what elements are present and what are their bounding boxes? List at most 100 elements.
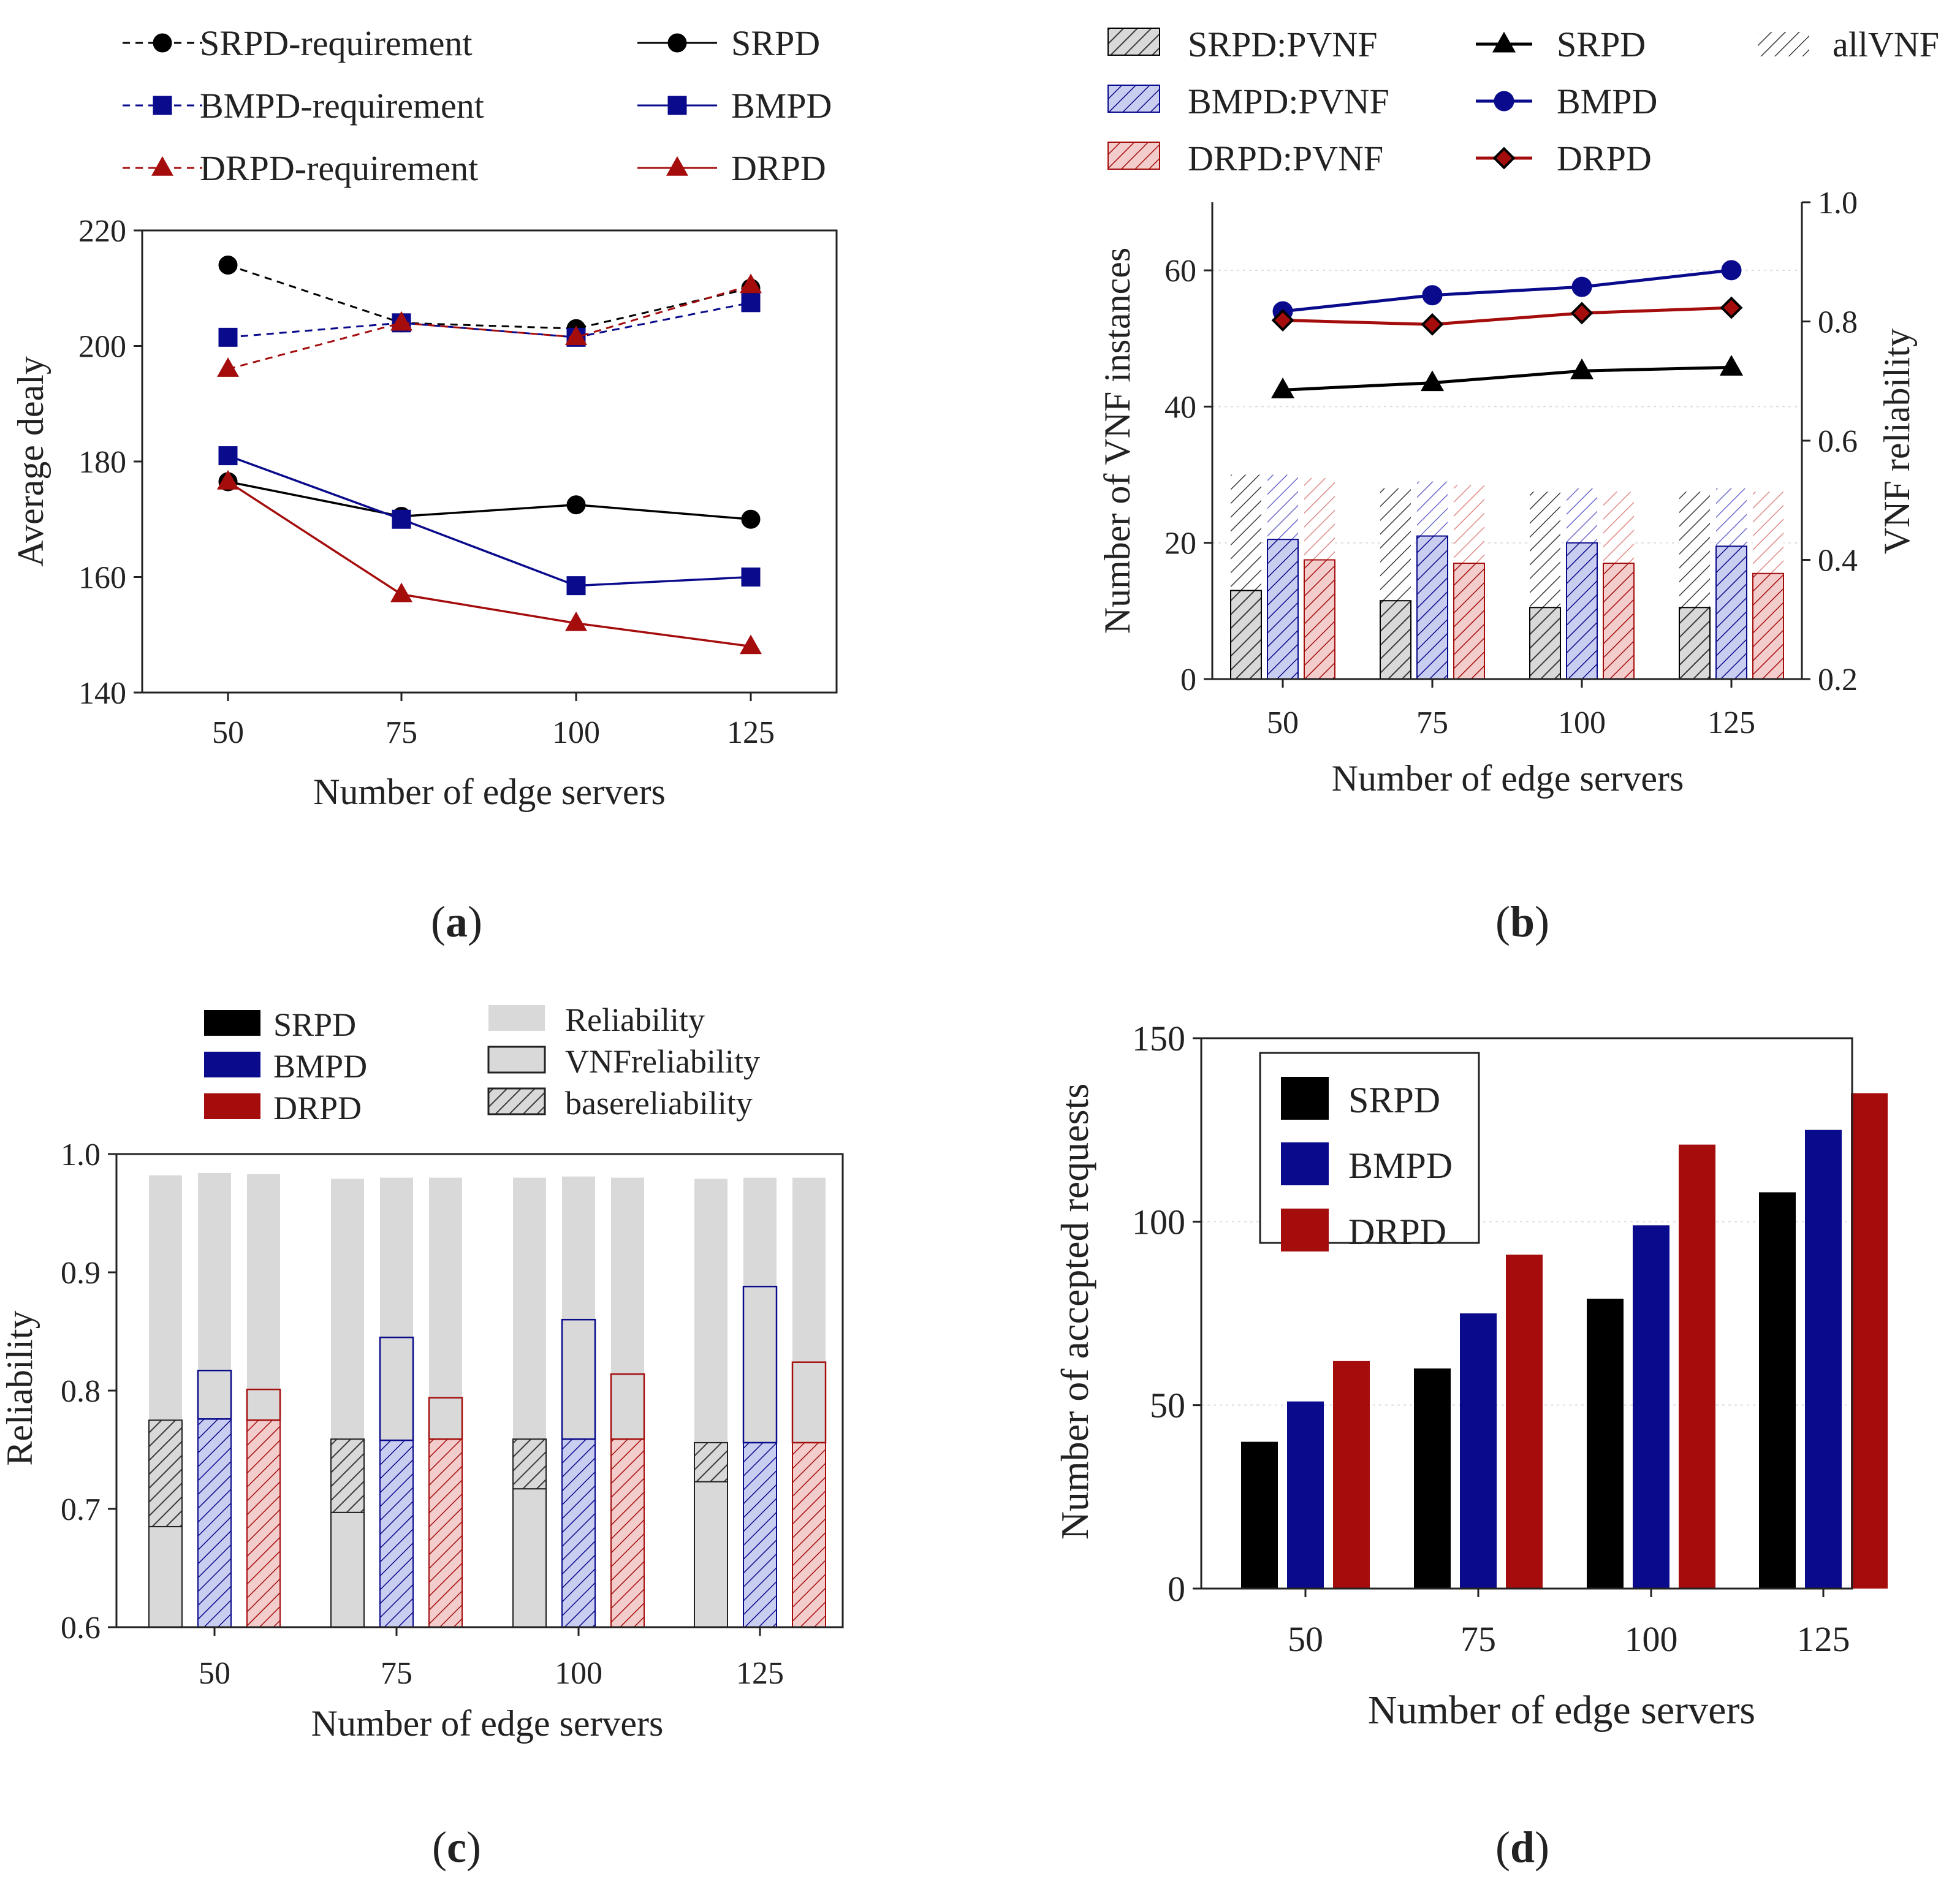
data-point-DRPD-requirement	[740, 273, 762, 294]
legend-marker	[666, 156, 688, 176]
legend-marker	[1492, 31, 1516, 53]
bar-SRPD	[1414, 1368, 1451, 1589]
x-tick-label: 100	[552, 715, 600, 750]
data-point-SRPD	[1420, 370, 1445, 392]
data-point-DRPD	[1421, 313, 1444, 336]
bar-vnfreliability-SRPD	[330, 1511, 365, 1628]
x-tick-label: 100	[1558, 705, 1606, 740]
legend-label: SRPD	[273, 1006, 356, 1043]
y-tick-label: 200	[78, 330, 126, 365]
bar-basereliability-BMPD	[743, 1441, 777, 1628]
panel-caption: (b)	[1495, 897, 1549, 946]
plot-frame	[1200, 1037, 1853, 1590]
legend-swatch	[1281, 1077, 1329, 1120]
legend-swatch	[204, 1052, 260, 1077]
x-axis-label: Number of edge servers	[313, 772, 666, 812]
bar-basereliability-BMPD	[561, 1438, 596, 1628]
series-line-SRPD	[1282, 365, 1732, 392]
data-point-SRPD	[1271, 378, 1295, 398]
x-tick-label: 125	[1797, 1619, 1850, 1659]
data-point-DRPD	[740, 634, 762, 655]
x-tick-label: 75	[1461, 1619, 1496, 1659]
data-point-DRPD	[565, 611, 587, 631]
y-tick-label: 150	[1132, 1019, 1185, 1058]
y-axis-label: Average dealy	[10, 356, 51, 567]
data-point-BMPD	[1721, 260, 1742, 281]
data-point-DRPD-requirement	[565, 325, 587, 346]
legend-label: DRPD	[731, 148, 826, 188]
x-tick-label: 75	[386, 715, 417, 750]
legend-label: DRPD	[1557, 139, 1652, 178]
x-tick-label: 50	[1288, 1619, 1323, 1659]
y-tick-label: 220	[78, 214, 126, 249]
legend-marker	[1492, 146, 1516, 170]
data-point-DRPD-requirement	[390, 311, 412, 331]
legend-swatch	[204, 1010, 260, 1036]
bar-vnfreliability-SRPD	[148, 1525, 183, 1628]
x-axis-label: Number of edge servers	[1332, 758, 1684, 799]
legend-label: SRPD:PVNF	[1188, 25, 1377, 64]
y-tick-label: 40	[1164, 390, 1196, 425]
legend-swatch	[1281, 1209, 1329, 1251]
series-line-BMPD-requirement	[227, 302, 751, 338]
bar-vnfreliability-DRPD	[246, 1388, 281, 1421]
bar-basereliability-BMPD	[197, 1418, 232, 1628]
bar-DRPD:PVNF	[1603, 563, 1635, 680]
bar-vnfreliability-BMPD	[379, 1336, 414, 1441]
bar-BMPD:PVNF	[1715, 545, 1747, 680]
bar-DRPD	[1679, 1144, 1715, 1589]
legend-label: SRPD-requirement	[200, 23, 473, 63]
y-tick-label: 0.9	[61, 1256, 101, 1291]
bar-basereliability-DRPD	[428, 1438, 463, 1628]
series-line-SRPD-requirement	[227, 264, 751, 330]
y-tick-label: 0.8	[61, 1374, 101, 1409]
bar-DRPD:PVNF	[1752, 572, 1784, 680]
bar-vnfreliability-BMPD	[742, 1285, 778, 1444]
series-line-DRPD	[1282, 306, 1732, 326]
legend-swatch	[487, 1046, 546, 1074]
bar-SRPD:PVNF	[1679, 607, 1711, 680]
bar-basereliability-BMPD	[379, 1440, 414, 1628]
x-axis-label: Number of edge servers	[311, 1703, 664, 1744]
y-tick-label: 0.6	[61, 1611, 101, 1646]
bar-vnfreliability-SRPD	[512, 1488, 547, 1628]
panel-caption: (d)	[1495, 1823, 1549, 1872]
legend-label: BMPD	[273, 1048, 367, 1085]
bar-SRPD	[1587, 1299, 1624, 1589]
y-tick-label: 60	[1164, 254, 1196, 289]
y2-tick-label: 1.0	[1818, 186, 1858, 221]
bar-basereliability-DRPD	[246, 1419, 281, 1628]
legend-label: DRPD-requirement	[200, 148, 478, 188]
data-point-BMPD	[218, 446, 238, 466]
data-point-DRPD-requirement	[217, 357, 239, 377]
legend-label: SRPD	[731, 23, 820, 63]
y-tick-label: 100	[1132, 1202, 1185, 1242]
panel-b: 0 20 40 60 0.2 0.4 0.6 0.8 1.0 50 75 100 125 Number o…	[1097, 25, 1939, 946]
bar-BMPD	[1633, 1225, 1669, 1589]
panel-caption: (c)	[432, 1823, 481, 1872]
x-tick-label: 50	[212, 715, 244, 750]
bar-BMPD:PVNF	[1267, 539, 1299, 680]
legend-swatch	[1107, 142, 1160, 170]
bar-DRPD	[1333, 1361, 1370, 1589]
y-tick-label: 0.7	[61, 1492, 101, 1527]
data-point-BMPD	[1422, 285, 1443, 306]
y-axis-label: Number of accepted requests	[1053, 1084, 1096, 1540]
bar-SRPD	[1241, 1441, 1278, 1589]
x-tick-label: 50	[199, 1656, 230, 1691]
y-tick-label: 160	[78, 561, 126, 596]
bar-DRPD:PVNF	[1304, 559, 1335, 680]
data-point-BMPD-requirement	[218, 327, 238, 347]
y2-tick-label: 0.4	[1818, 544, 1858, 579]
legend-marker	[151, 156, 173, 176]
data-point-SRPD	[1719, 355, 1744, 376]
series-line-DRPD-requirement	[227, 284, 751, 370]
y-axis-label: Number of VNF instances	[1097, 248, 1138, 634]
legend-label: DRPD:PVNF	[1188, 139, 1383, 178]
legend-label: VNFreliability	[565, 1043, 760, 1080]
legend-label: SRPD	[1557, 25, 1646, 64]
bar-basereliability-DRPD	[792, 1441, 826, 1628]
data-point-BMPD	[566, 576, 586, 596]
y-tick-label: 0	[1180, 663, 1196, 697]
